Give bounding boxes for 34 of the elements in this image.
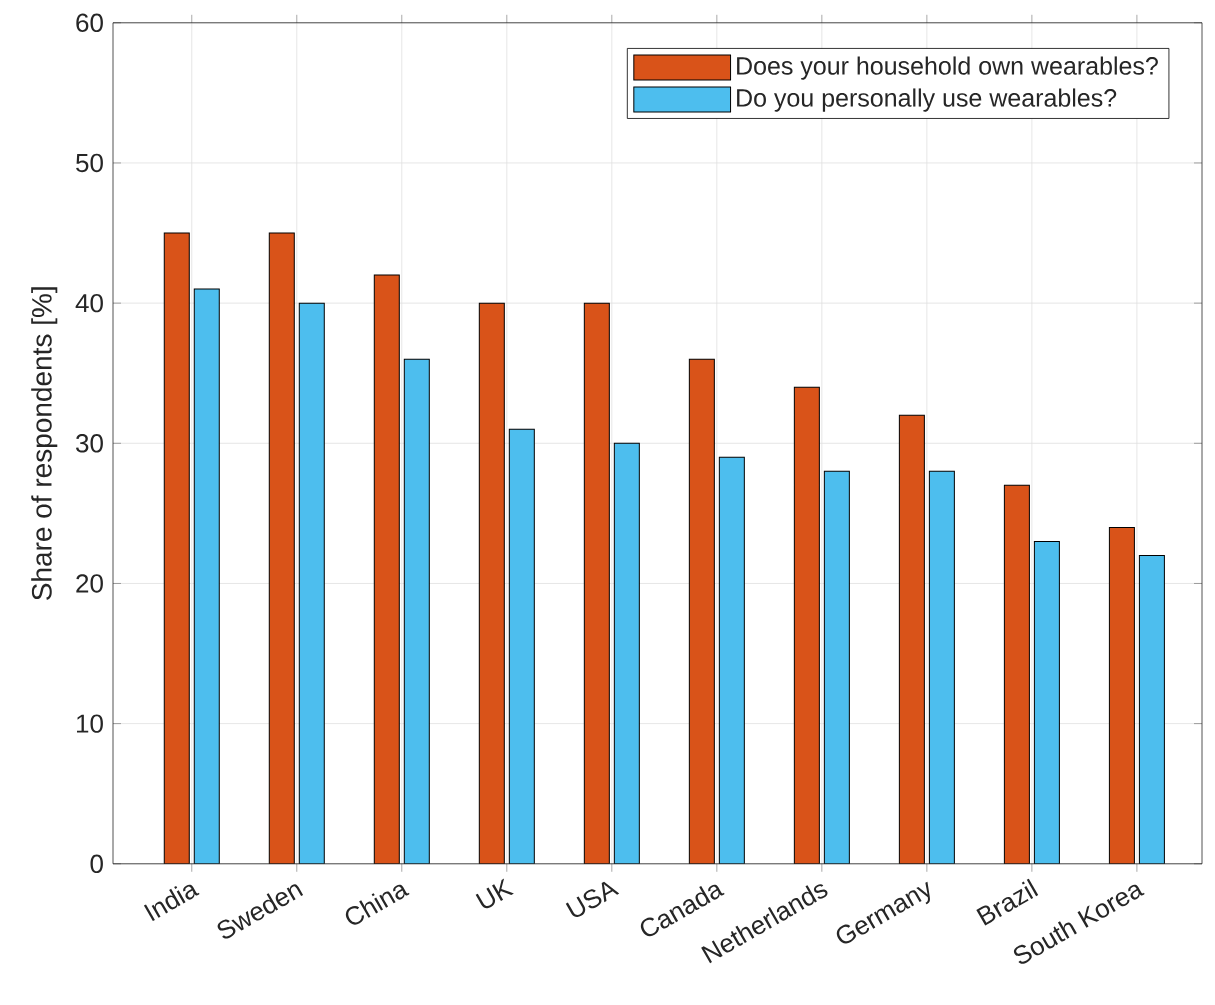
bar [898, 414, 925, 864]
bar [298, 302, 325, 864]
bar [718, 456, 745, 864]
y-axis-title: Share of respondents [%] [31, 287, 58, 600]
bar [823, 470, 850, 864]
x-tick-label: China [345, 884, 410, 925]
bar [403, 358, 430, 864]
y-tick-label: 40 [75, 293, 103, 313]
bar [193, 288, 220, 864]
y-tick-label: 60 [76, 13, 103, 32]
y-tick-label: 20 [76, 574, 103, 593]
bar [163, 232, 190, 864]
bar [583, 302, 610, 864]
bar [928, 470, 955, 864]
bar [1138, 554, 1165, 864]
legend-label: Does your household own wearables? [737, 56, 1158, 80]
legend-label: Do you personally use wearables? [737, 88, 1117, 112]
y-tick-label: 10 [77, 714, 103, 733]
bar [793, 386, 820, 864]
bar [268, 232, 295, 864]
y-tick-label: 0 [90, 854, 103, 873]
y-tick-label: 50 [76, 153, 103, 173]
bar [508, 428, 535, 864]
bar [1003, 484, 1030, 864]
bar [1033, 540, 1060, 864]
y-tick-label: 30 [76, 434, 103, 453]
x-tick-label: UK [475, 878, 514, 909]
bar [478, 302, 505, 864]
x-tick-label: India [143, 884, 200, 922]
bar [373, 274, 400, 864]
bar [1108, 526, 1135, 864]
bar [613, 442, 640, 864]
bar [688, 358, 715, 864]
x-tick-label: USA [565, 881, 620, 918]
